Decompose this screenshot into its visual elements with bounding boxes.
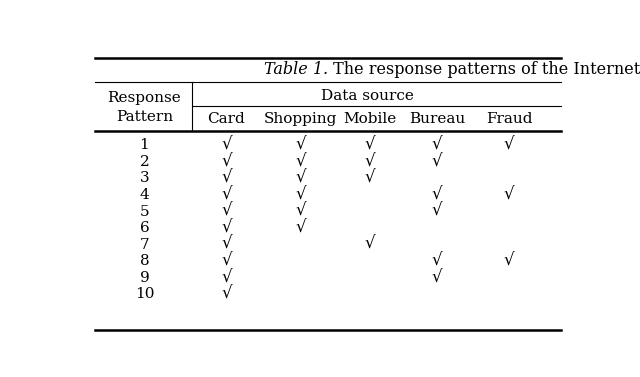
Text: Data source: Data source [321,89,414,103]
Text: √: √ [365,153,376,170]
Text: √: √ [365,137,376,154]
Text: √: √ [365,236,376,253]
Text: 4: 4 [140,188,149,202]
Text: 8: 8 [140,254,149,268]
Text: √: √ [504,137,515,154]
Text: √: √ [221,269,232,286]
Text: √: √ [221,187,232,204]
Text: 3: 3 [140,172,149,185]
Text: √: √ [432,269,442,286]
Text: 10: 10 [135,287,154,301]
Text: Table 1.: Table 1. [264,61,328,78]
Text: Mobile: Mobile [344,112,397,126]
Text: 6: 6 [140,221,149,235]
Text: 7: 7 [140,238,149,252]
Text: 9: 9 [140,271,149,285]
Text: √: √ [504,187,515,204]
Text: √: √ [432,203,442,220]
Text: √: √ [296,137,306,154]
Text: √: √ [221,253,232,270]
Text: √: √ [296,170,306,187]
Text: 1: 1 [140,138,149,152]
Text: √: √ [365,170,376,187]
Text: √: √ [432,253,442,270]
Text: √: √ [432,137,442,154]
Text: Bureau: Bureau [409,112,465,126]
Text: √: √ [221,286,232,303]
Text: Fraud: Fraud [486,112,532,126]
Text: √: √ [221,153,232,170]
Text: Response
Pattern: Response Pattern [108,92,181,124]
Text: 5: 5 [140,205,149,219]
Text: √: √ [296,203,306,220]
Text: Card: Card [207,112,245,126]
Text: √: √ [296,153,306,170]
Text: √: √ [221,137,232,154]
Text: √: √ [504,253,515,270]
Text: √: √ [432,153,442,170]
Text: The response patterns of the Internet Loan data.: The response patterns of the Internet Lo… [328,61,640,78]
Text: √: √ [432,187,442,204]
Text: √: √ [221,220,232,237]
Text: √: √ [221,236,232,253]
Text: √: √ [221,170,232,187]
Text: Shopping: Shopping [264,112,337,126]
Text: 2: 2 [140,155,149,169]
Text: √: √ [296,220,306,237]
Text: √: √ [296,187,306,204]
Text: √: √ [221,203,232,220]
